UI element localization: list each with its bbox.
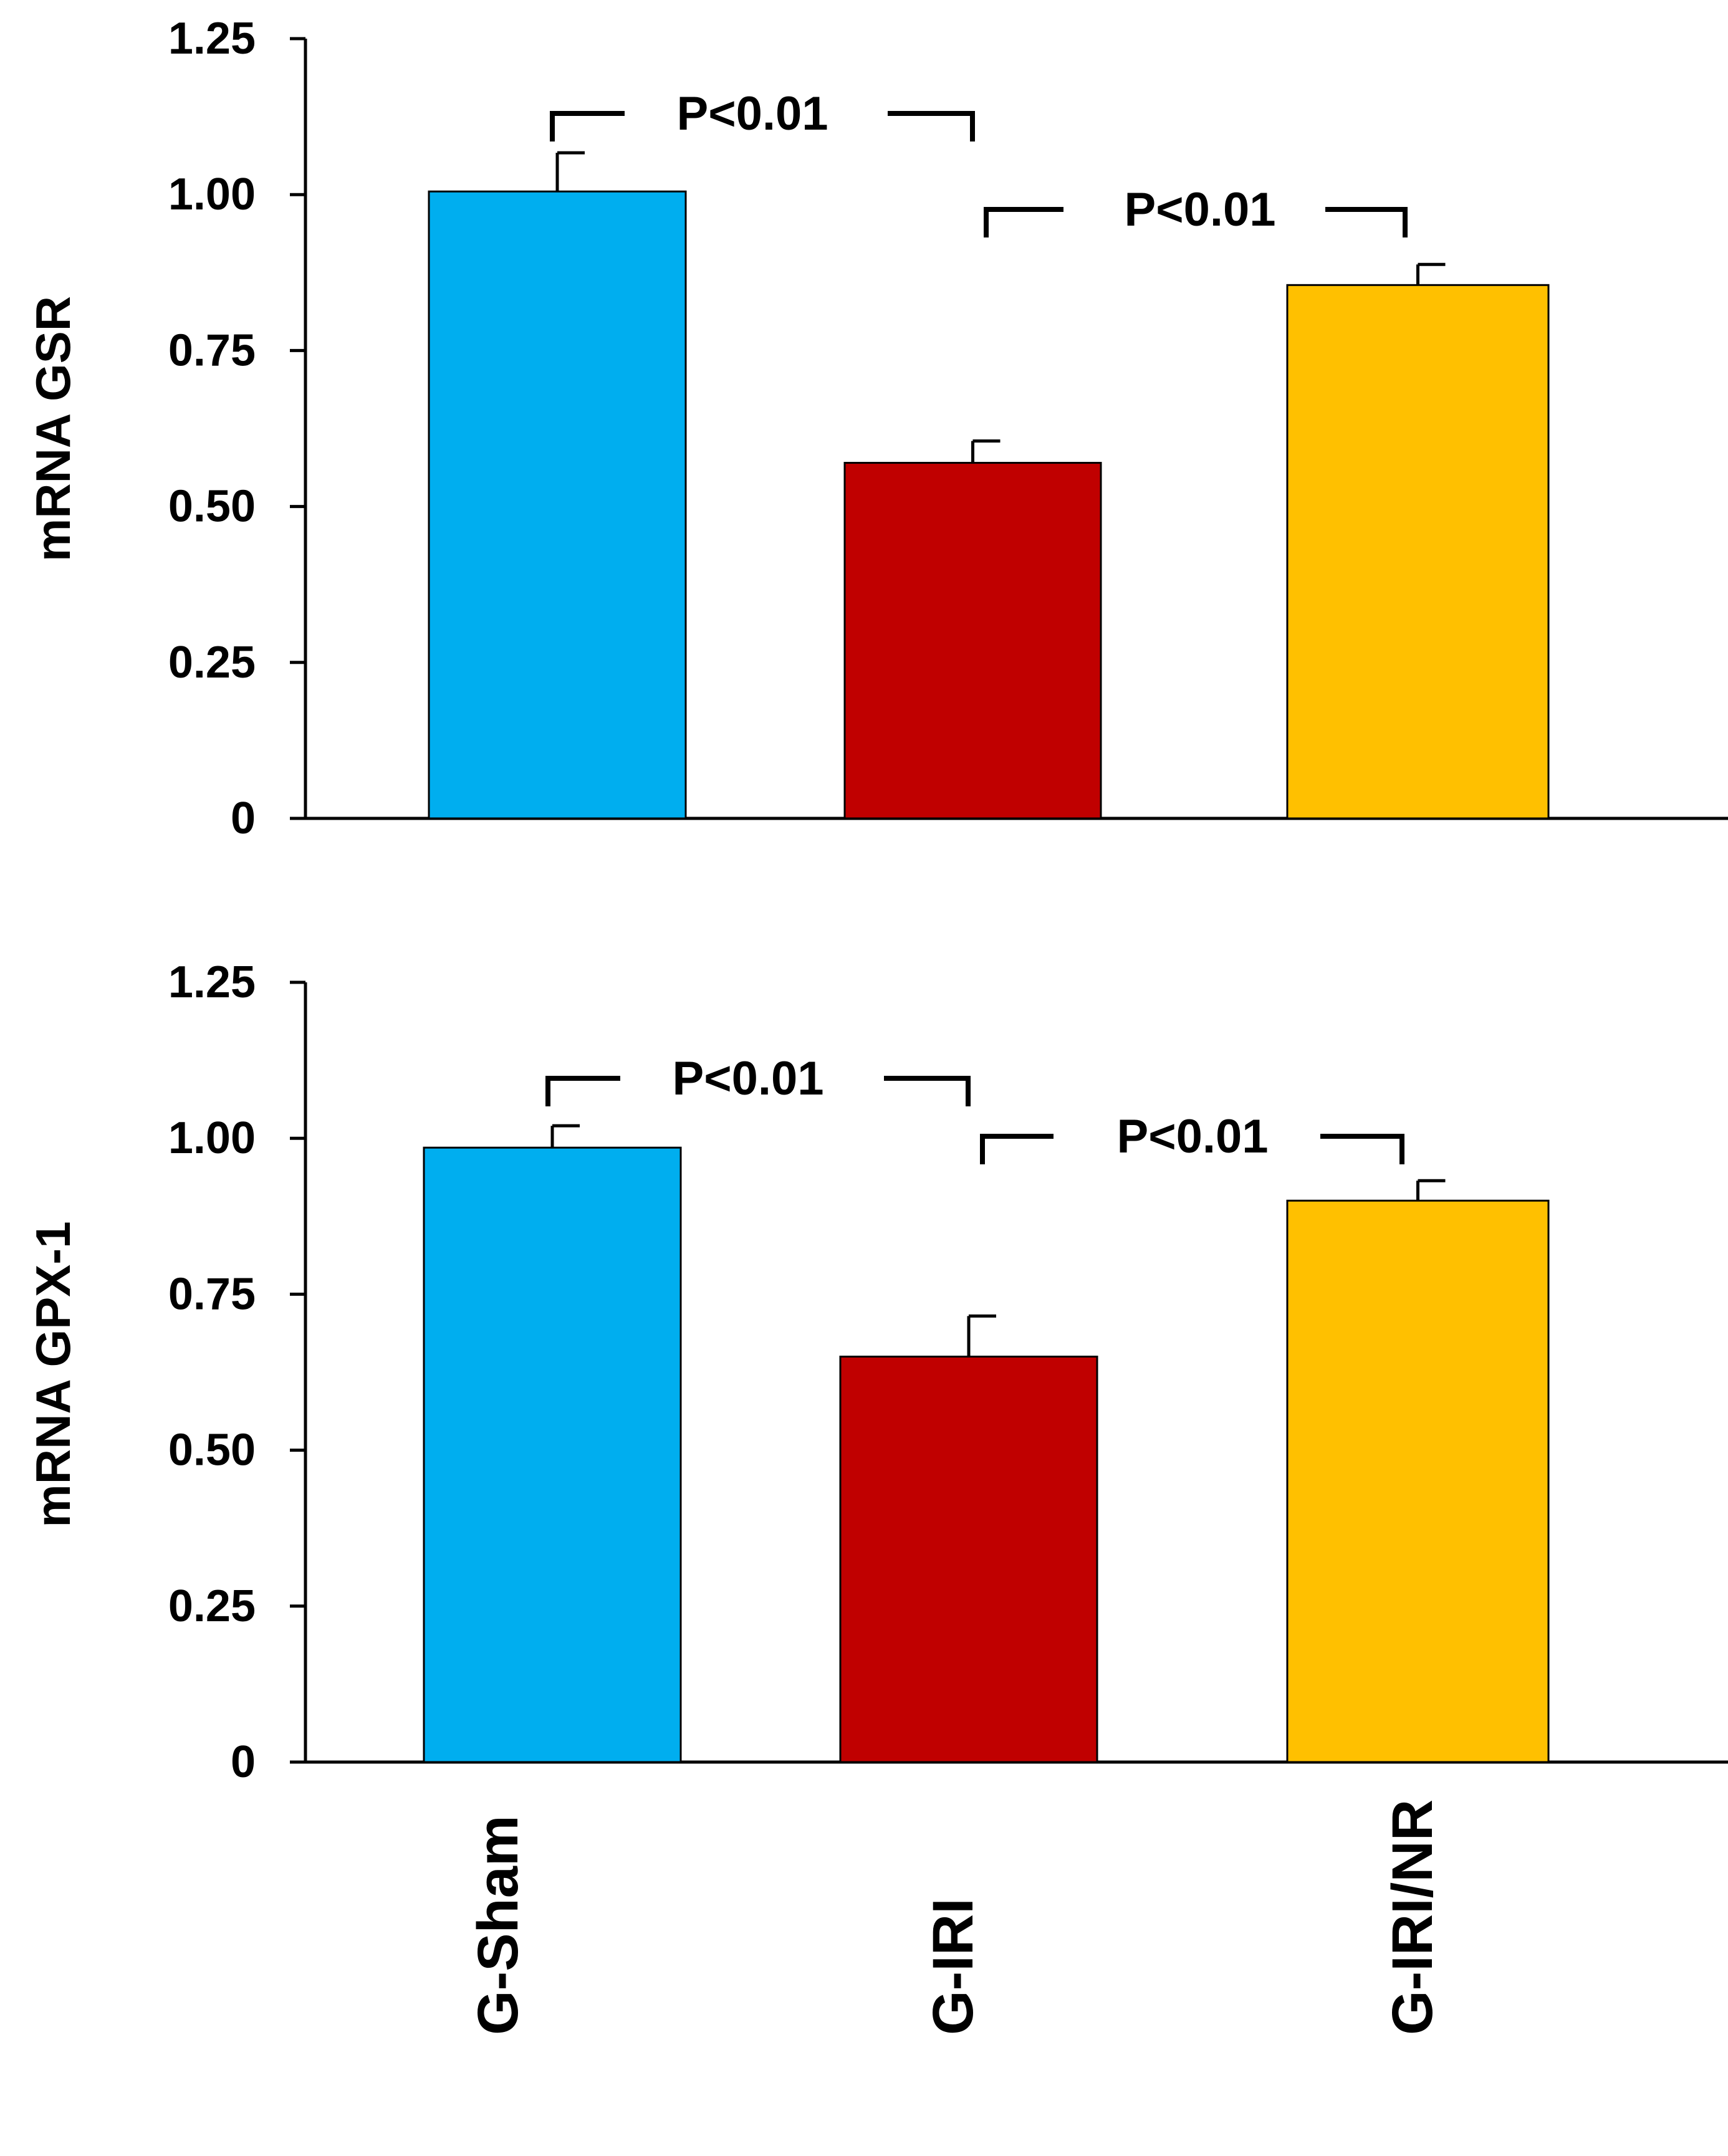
significance-bracket-left <box>980 1134 1054 1164</box>
y-axis-label: mRNA GPX-1 <box>26 1221 80 1527</box>
bar-g-sham <box>428 190 687 820</box>
significance-bracket-right <box>884 1076 971 1106</box>
bar-g-iri-nr <box>1286 284 1550 820</box>
y-tick-label: 0.75 <box>168 1269 256 1319</box>
x-category-label: G-IRI/NR <box>1381 1799 1444 2035</box>
x-category-label: G-Sham <box>466 1815 530 2035</box>
significance-label: P<0.01 <box>1117 1110 1269 1163</box>
y-tick-label: 0.25 <box>168 1581 256 1631</box>
y-axis-label: mRNA GSR <box>26 296 80 562</box>
significance-label: P<0.01 <box>1125 183 1276 236</box>
x-category-labels: G-Sham G-IRI G-IRI/NR <box>466 1799 1444 2035</box>
significance-bracket-right <box>1320 1134 1404 1164</box>
bar-g-iri <box>843 462 1102 820</box>
bar-g-iri-nr <box>1286 1199 1550 1763</box>
significance-label: P<0.01 <box>673 1052 824 1105</box>
y-tick-label: 0.50 <box>168 1425 256 1475</box>
bar-g-sham <box>423 1146 682 1763</box>
significance-bracket-left <box>984 207 1063 237</box>
chart-gpx1: 0 0.25 0.50 0.75 1.00 1.25 mRNA GPX-1 P<0.01 P<0… <box>26 957 1728 1787</box>
x-category-label: G-IRI <box>921 1898 985 2035</box>
y-tick-label: 1.25 <box>168 957 256 1007</box>
y-tick-label: 1.00 <box>168 1113 256 1163</box>
y-tick-label: 0 <box>231 1737 256 1787</box>
significance-bracket-left <box>550 111 625 141</box>
chart-gsr: 0 0.25 0.50 0.75 1.00 1.25 mRNA GSR P<0.01 P<0.0… <box>26 14 1728 843</box>
y-tick-label: 0.25 <box>168 638 256 688</box>
significance-bracket-right <box>888 111 975 141</box>
significance-label: P<0.01 <box>677 87 828 140</box>
y-tick-label: 0.75 <box>168 325 256 375</box>
y-tick-label: 0 <box>231 793 256 843</box>
bar-g-iri <box>839 1355 1098 1763</box>
y-tick-label: 0.50 <box>168 482 256 532</box>
significance-bracket-left <box>545 1076 620 1106</box>
significance-bracket-right <box>1325 207 1408 237</box>
y-tick-label: 1.00 <box>168 170 256 219</box>
y-tick-label: 1.25 <box>168 14 256 64</box>
